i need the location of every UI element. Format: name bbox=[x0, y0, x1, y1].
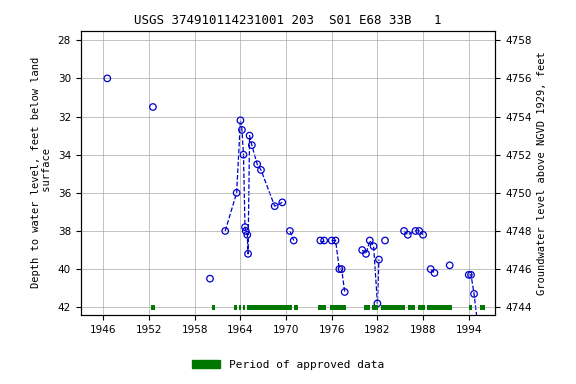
Point bbox=[331, 237, 340, 243]
Bar bbox=[318, 305, 327, 310]
Title: USGS 374910114231001 203  S01 E68 33B   1: USGS 374910114231001 203 S01 E68 33B 1 bbox=[134, 14, 442, 27]
Point bbox=[240, 224, 249, 230]
Point bbox=[244, 251, 253, 257]
Bar bbox=[365, 305, 370, 310]
Point bbox=[316, 237, 325, 243]
Bar bbox=[330, 305, 346, 310]
Point bbox=[403, 232, 412, 238]
Bar bbox=[234, 305, 237, 310]
Point bbox=[358, 247, 367, 253]
Point bbox=[320, 237, 329, 243]
Bar bbox=[427, 305, 452, 310]
Bar bbox=[239, 305, 241, 310]
Point bbox=[327, 237, 336, 243]
Point bbox=[289, 237, 298, 243]
Point bbox=[239, 152, 248, 158]
Point bbox=[270, 203, 279, 209]
Point bbox=[365, 237, 374, 243]
Point bbox=[242, 232, 252, 238]
Point bbox=[256, 167, 266, 173]
Point bbox=[467, 272, 476, 278]
Point bbox=[415, 228, 424, 234]
Point bbox=[445, 262, 454, 268]
Point bbox=[278, 199, 287, 205]
Point bbox=[373, 300, 382, 306]
Point bbox=[335, 266, 344, 272]
Point bbox=[337, 266, 346, 272]
Point bbox=[430, 270, 439, 276]
Point bbox=[252, 161, 262, 167]
Point bbox=[236, 117, 245, 123]
Bar bbox=[151, 305, 155, 310]
Bar bbox=[247, 305, 292, 310]
Point bbox=[221, 228, 230, 234]
Legend: Period of approved data: Period of approved data bbox=[188, 356, 388, 375]
Y-axis label: Groundwater level above NGVD 1929, feet: Groundwater level above NGVD 1929, feet bbox=[537, 51, 547, 295]
Bar bbox=[242, 305, 245, 310]
Point bbox=[411, 228, 420, 234]
Point bbox=[473, 323, 483, 329]
Point bbox=[380, 237, 389, 243]
Point bbox=[241, 228, 251, 234]
Point bbox=[247, 142, 256, 148]
Point bbox=[149, 104, 158, 110]
Bar bbox=[213, 305, 215, 310]
Bar bbox=[418, 305, 425, 310]
Bar bbox=[381, 305, 405, 310]
Point bbox=[426, 266, 435, 272]
Point bbox=[369, 243, 378, 249]
Point bbox=[103, 75, 112, 81]
Point bbox=[374, 257, 384, 263]
Point bbox=[232, 190, 241, 196]
Point bbox=[237, 127, 247, 133]
Point bbox=[399, 228, 408, 234]
Point bbox=[361, 251, 370, 257]
Bar bbox=[294, 305, 298, 310]
Point bbox=[464, 272, 473, 278]
Point bbox=[469, 291, 479, 297]
Point bbox=[418, 232, 427, 238]
Bar bbox=[372, 305, 378, 310]
Bar bbox=[469, 305, 472, 310]
Bar bbox=[480, 305, 486, 310]
Y-axis label: Depth to water level, feet below land
 surface: Depth to water level, feet below land su… bbox=[31, 57, 52, 288]
Point bbox=[340, 289, 349, 295]
Bar bbox=[408, 305, 415, 310]
Point bbox=[245, 132, 254, 139]
Point bbox=[206, 276, 215, 282]
Point bbox=[285, 228, 294, 234]
